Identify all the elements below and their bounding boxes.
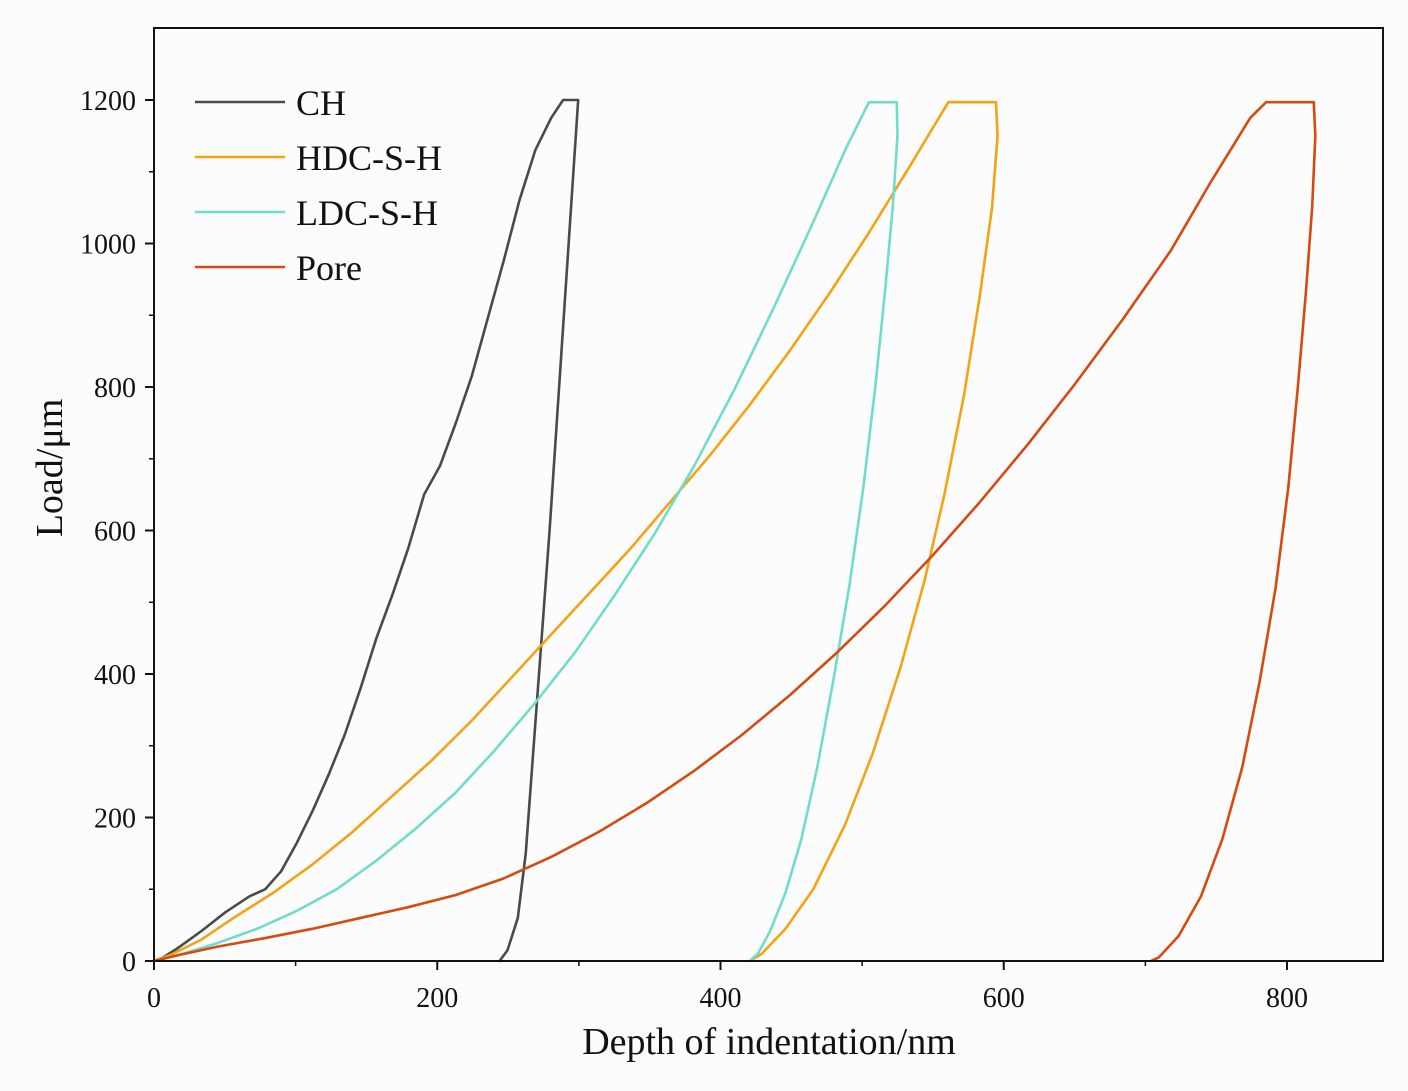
x-tick-label: 600 xyxy=(983,983,1025,1014)
legend-label: HDC-S-H xyxy=(296,138,442,178)
x-axis-title: Depth of indentation/nm xyxy=(582,1021,956,1063)
y-tick-label: 1200 xyxy=(80,86,136,117)
y-tick-label: 600 xyxy=(94,517,136,548)
series-line-hdc-s-h xyxy=(152,100,999,963)
legend-label: Pore xyxy=(296,248,362,288)
series-line-pore xyxy=(152,100,1317,963)
y-tick-label: 200 xyxy=(94,804,136,835)
series-line-ch xyxy=(152,98,580,963)
y-tick-label: 0 xyxy=(122,947,136,978)
legend-label: LDC-S-H xyxy=(296,193,438,233)
y-tick-label: 800 xyxy=(94,373,136,404)
plot-frame xyxy=(153,27,1384,962)
x-tick-label: 200 xyxy=(416,983,458,1014)
y-tick-label: 1000 xyxy=(80,230,136,261)
x-tick-label: 0 xyxy=(147,983,161,1014)
legend-label: CH xyxy=(296,83,346,123)
series-line-ldc-s-h xyxy=(152,100,899,963)
legend: CH HDC-S-H LDC-S-H Pore xyxy=(195,83,442,288)
y-tick-label: 400 xyxy=(94,660,136,691)
x-tick-label: 400 xyxy=(700,983,742,1014)
plot-area xyxy=(152,98,1317,963)
y-axis-title: Load/μm xyxy=(29,399,71,538)
axes: 0 200 400 600 800 0 200 400 600 800 1000 1200 xyxy=(80,27,1384,1014)
x-tick-label: 800 xyxy=(1266,983,1308,1014)
